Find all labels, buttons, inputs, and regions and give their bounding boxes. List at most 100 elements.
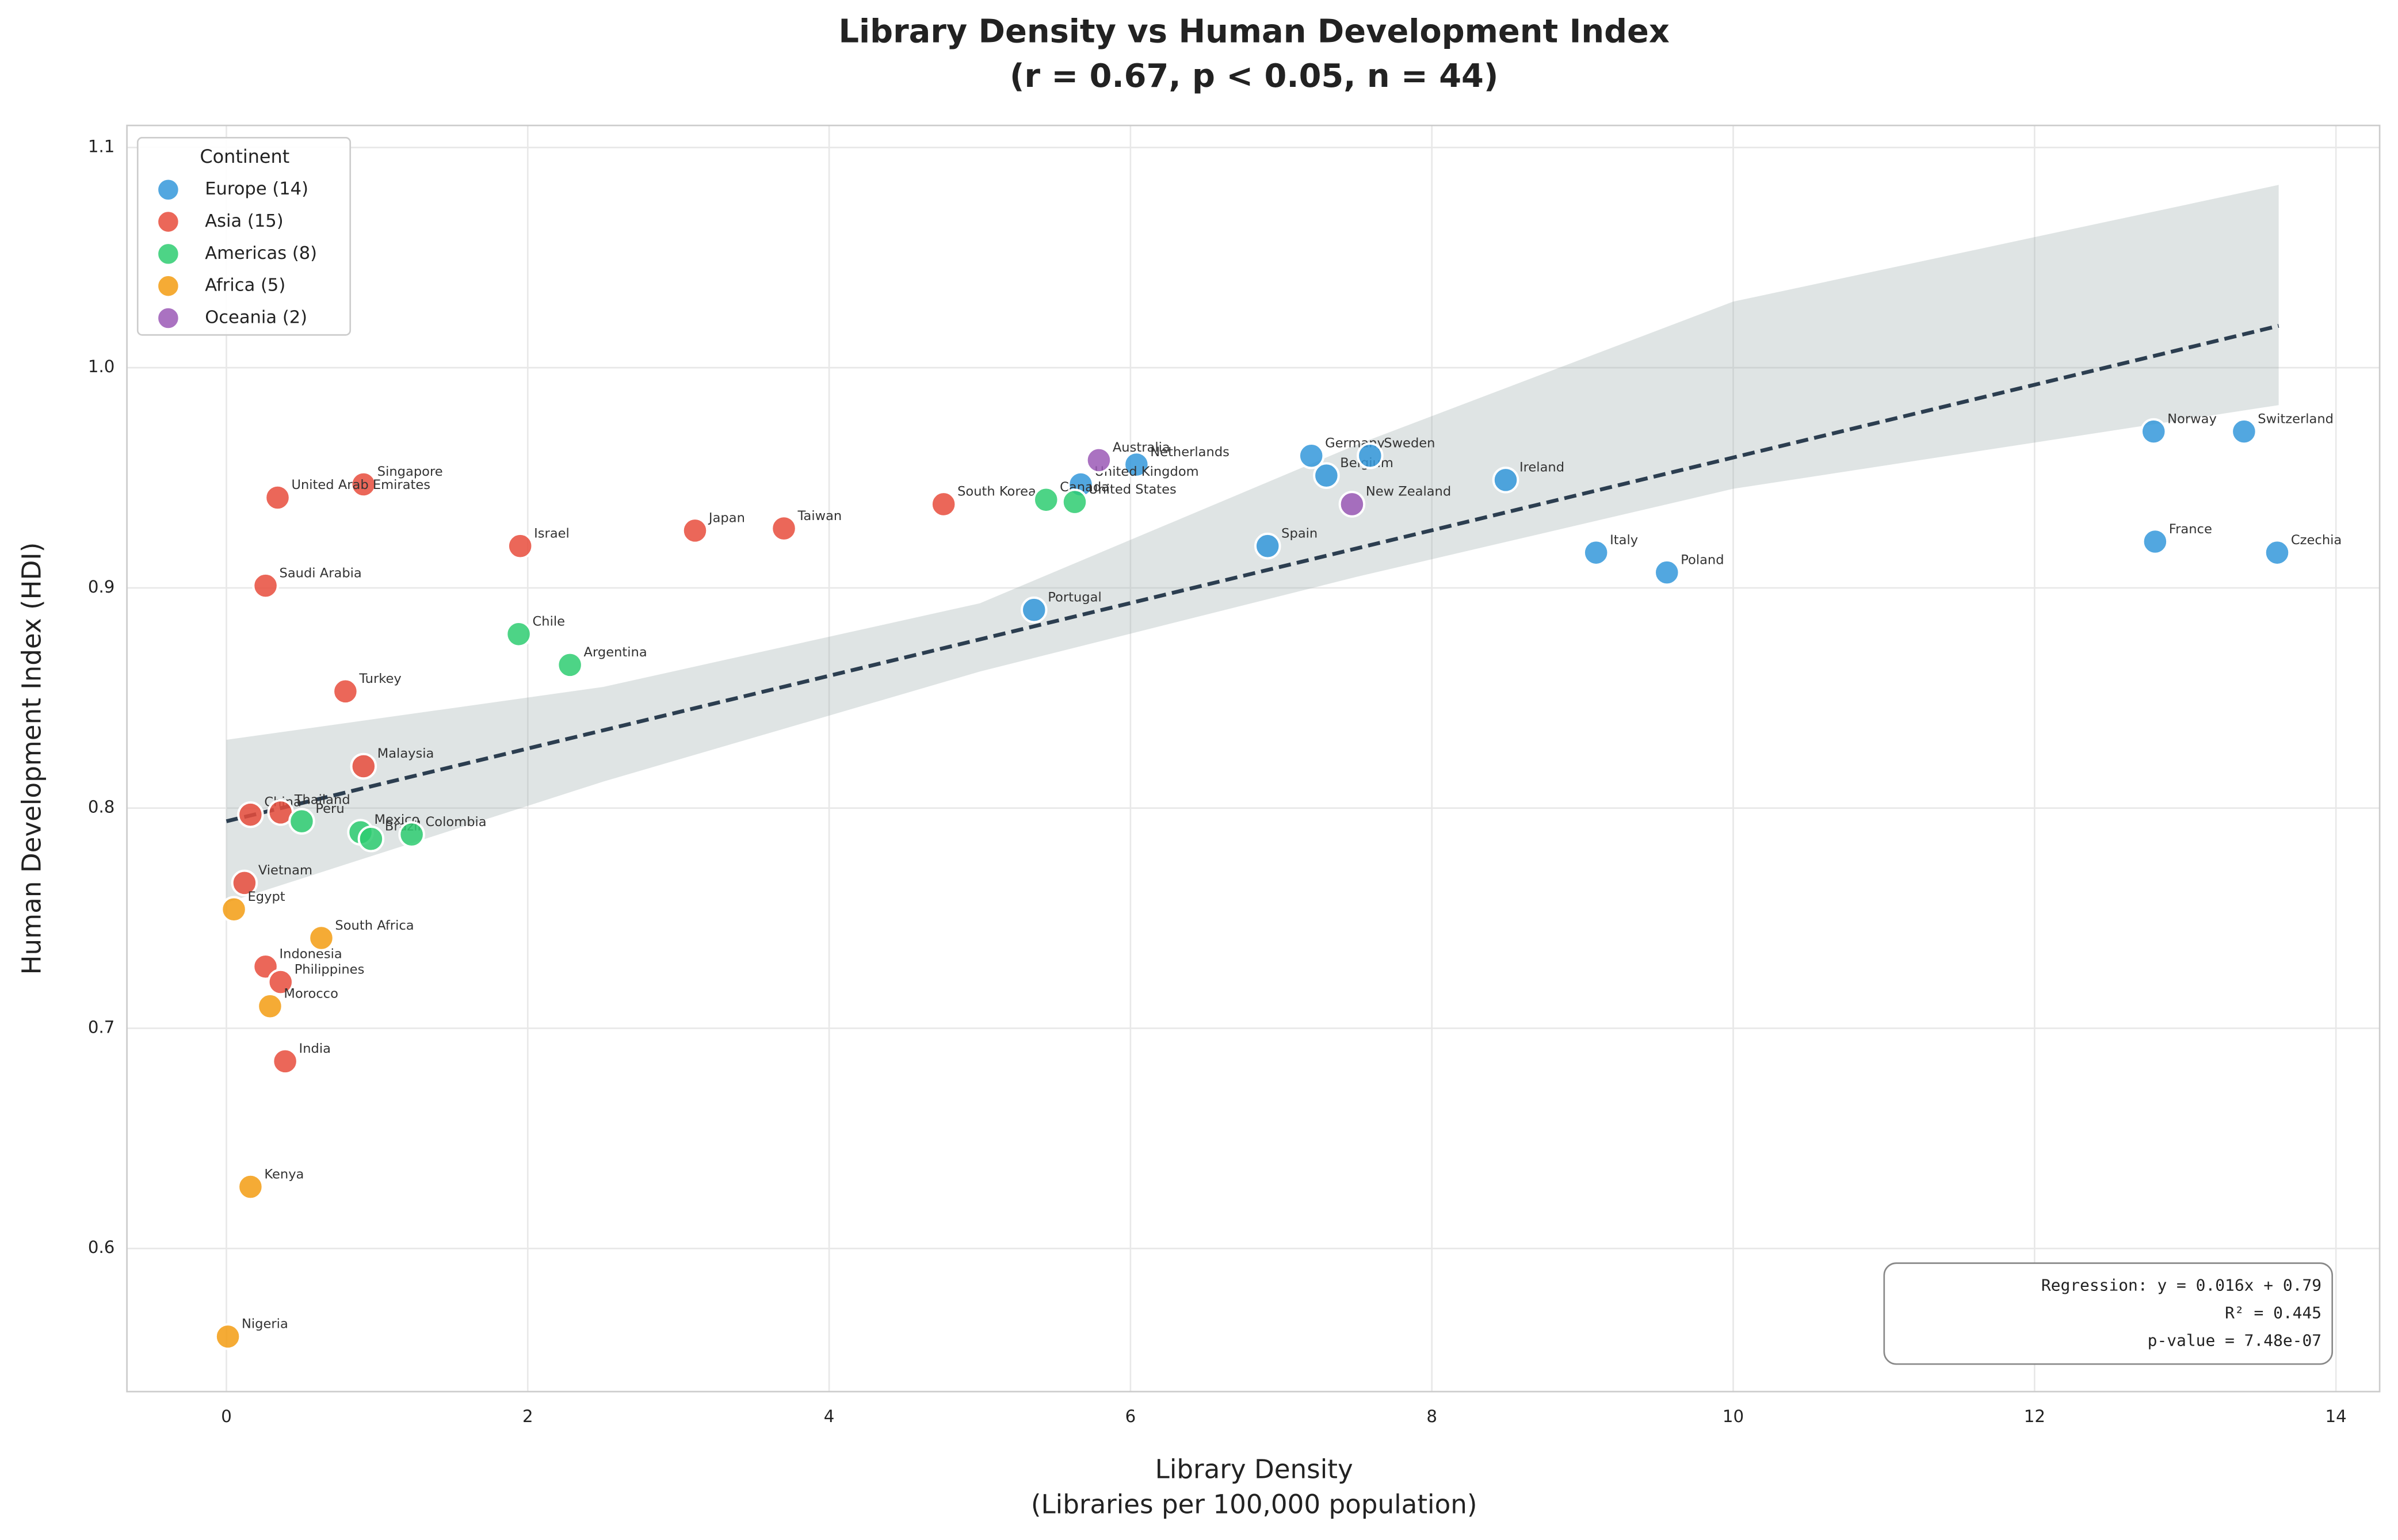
point-label: Czechia: [2291, 533, 2342, 548]
point: [556, 651, 583, 679]
point: [252, 572, 279, 599]
point-label: Malaysia: [377, 746, 434, 761]
point: [1338, 491, 1366, 518]
point: [231, 869, 258, 897]
regression-band-group: [226, 185, 2279, 903]
grid: 0 2 4 6 8 10 12 14 0.6 0.7 0.8 1.0 0.9 1.1: [88, 125, 2380, 1426]
stats-line: p-value = 7.48e-07: [2148, 1331, 2321, 1350]
y-tick-label: 0.9: [88, 577, 114, 597]
point-label: Poland: [1681, 552, 1724, 567]
point: [2141, 528, 2169, 555]
y-axis-label: Human Development Index (HDI): [16, 542, 47, 975]
point: [1085, 446, 1113, 474]
x-axis-label: Library Density: [1155, 1454, 1353, 1484]
point: [264, 484, 291, 511]
legend-marker: [156, 178, 180, 201]
point: [257, 992, 284, 1020]
point-label: United States: [1089, 482, 1177, 497]
point: [220, 896, 247, 923]
x-tick-label: 0: [221, 1407, 232, 1426]
chart-subtitle: (r = 0.67, p < 0.05, n = 44): [1010, 58, 1498, 95]
point: [1254, 532, 1281, 560]
point: [506, 532, 534, 560]
y-tick-label: 1.0: [88, 357, 114, 376]
x-axis-sublabel: (Libraries per 100,000 population): [1031, 1489, 1477, 1519]
legend: Continent Europe (14) Asia (15) Americas (8…: [136, 137, 352, 336]
point: [1313, 462, 1340, 489]
point: [1582, 539, 1610, 566]
legend-label: Africa (5): [205, 276, 285, 296]
point-label: Egypt: [248, 889, 285, 904]
point: [1297, 442, 1325, 469]
point: [770, 515, 797, 542]
plot-frame: [126, 124, 2381, 1393]
point-label: Ireland: [1519, 460, 1564, 475]
point: [1123, 451, 1150, 478]
point-label: Saudi Arabia: [280, 565, 362, 580]
legend-label: Oceania (2): [205, 308, 307, 328]
point-label: Philippines: [295, 962, 365, 977]
confidence-band: [226, 185, 2279, 903]
stats-line: R² = 0.445: [2225, 1303, 2321, 1322]
point: [237, 1173, 264, 1201]
point: [350, 752, 377, 780]
point-label: United Kingdom: [1094, 464, 1198, 479]
point: [2140, 418, 2167, 445]
x-tick-label: 4: [824, 1407, 835, 1426]
point-label: France: [2169, 522, 2212, 537]
legend-label: Europe (14): [205, 179, 308, 199]
point: [930, 491, 957, 518]
point: [288, 808, 315, 835]
point-label: Israel: [534, 526, 570, 541]
point: [1654, 559, 1681, 586]
stats-frame: [1883, 1262, 2334, 1365]
x-tick-label: 6: [1125, 1407, 1136, 1426]
stats-line: Regression: y = 0.016x + 0.79: [2041, 1276, 2321, 1295]
point: [1061, 488, 1089, 515]
chart-title: Library Density vs Human Development Ind…: [838, 13, 1669, 51]
point-label: Vietnam: [258, 863, 312, 878]
point: [272, 1048, 299, 1075]
legend-box: [136, 137, 352, 336]
x-tick-label: 12: [2024, 1407, 2045, 1426]
point-label: Chile: [533, 614, 566, 629]
point-label: Argentina: [584, 645, 647, 660]
point: [357, 826, 385, 853]
point-label: Singapore: [377, 464, 443, 479]
legend-marker: [156, 274, 180, 298]
point-label: South Korea: [957, 484, 1036, 499]
point-label: Nigeria: [242, 1317, 288, 1332]
point: [2263, 539, 2291, 566]
point-label: Italy: [1610, 533, 1638, 548]
point: [308, 924, 335, 951]
point: [267, 968, 295, 996]
points: NorwaySwitzerlandFranceCzechiaGermanyBel…: [214, 411, 2342, 1350]
stats-box: Regression: y = 0.016x + 0.79 R² = 0.445 p…: [1883, 1262, 2334, 1365]
point-label: Turkey: [358, 671, 401, 686]
point-label: Spain: [1281, 526, 1318, 541]
point-label: Australia: [1113, 440, 1170, 455]
point: [1021, 596, 1048, 624]
point: [681, 517, 709, 544]
point: [237, 801, 264, 828]
point: [1492, 467, 1519, 494]
regression-line: [226, 324, 2279, 823]
x-tick-label: 2: [522, 1407, 533, 1426]
legend-marker: [156, 210, 180, 234]
x-tick-label: 8: [1426, 1407, 1437, 1426]
y-tick-label: 0.8: [88, 797, 114, 817]
point-label: Thailand: [294, 793, 350, 808]
legend-marker: [156, 307, 180, 330]
point-label: Taiwan: [797, 509, 842, 523]
x-tick-label: 10: [1723, 1407, 1744, 1426]
legend-label: Americas (8): [205, 243, 317, 263]
point-label: Switzerland: [2258, 411, 2334, 426]
point-label: Portugal: [1048, 590, 1102, 605]
y-tick-label: 1.1: [88, 136, 114, 156]
point-label: Kenya: [264, 1167, 304, 1182]
point-label: Peru: [315, 801, 344, 816]
point: [332, 678, 359, 705]
point-label: Colombia: [426, 815, 487, 830]
point: [214, 1323, 242, 1350]
point: [350, 471, 377, 498]
